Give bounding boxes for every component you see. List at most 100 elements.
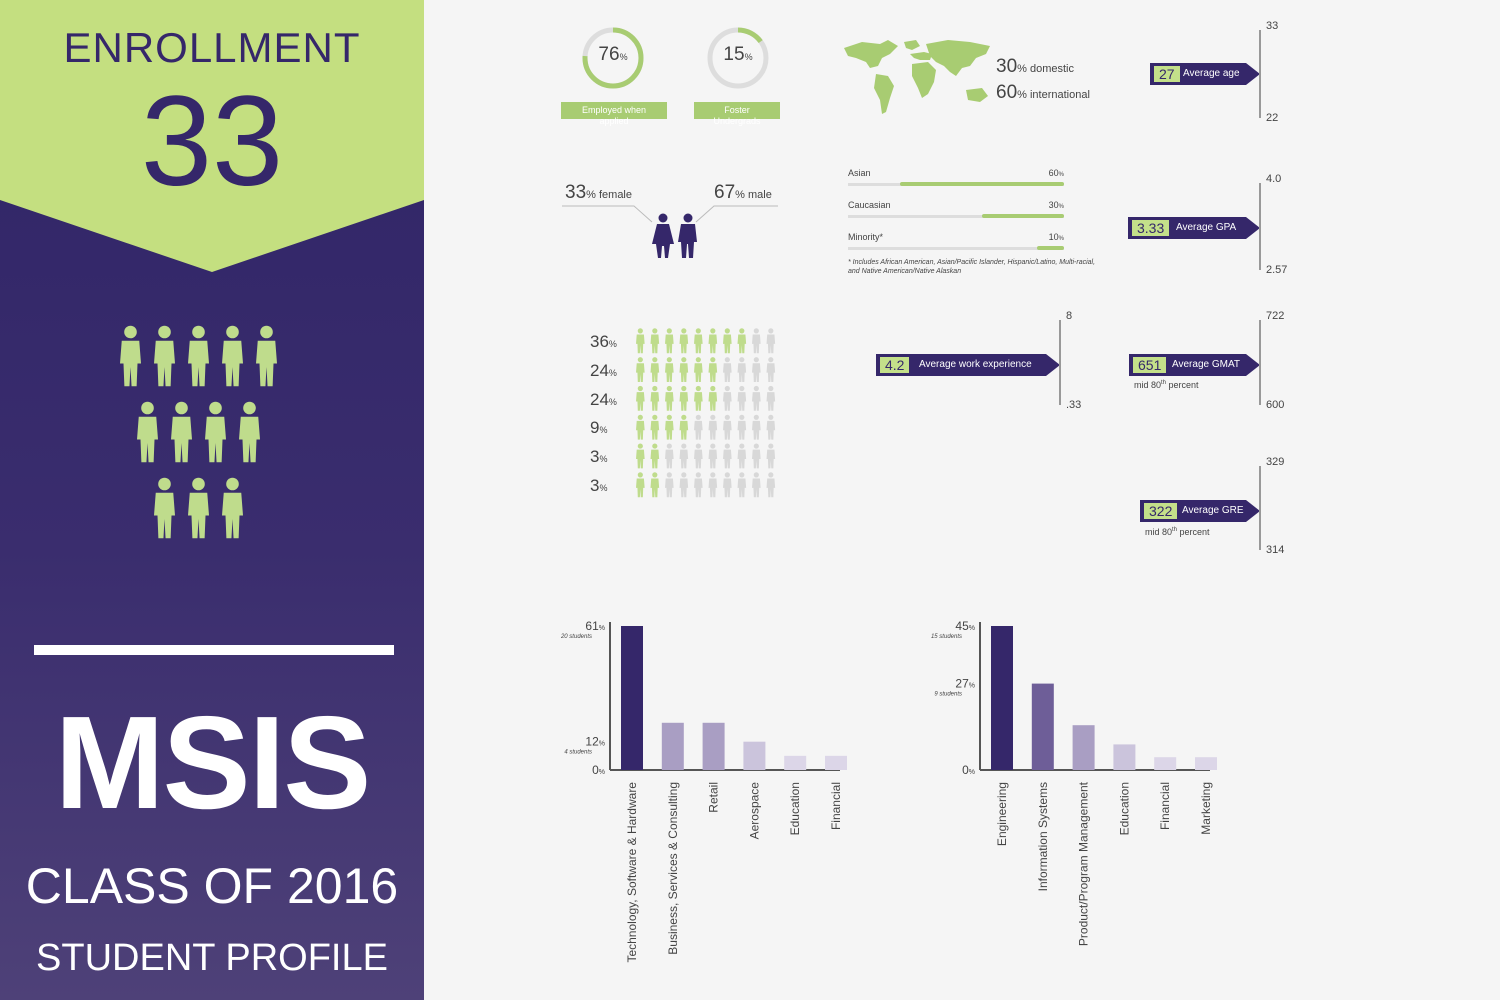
ethnicity-footnote-2: and Native American/Native Alaskan [848, 268, 962, 275]
person-icon [650, 357, 660, 382]
x-tick-label: Education [788, 782, 802, 835]
y-tick-sublabel: 15 students [931, 634, 962, 640]
ethnicity-label: Caucasian [848, 200, 891, 210]
person-icon [752, 414, 761, 440]
ethnicity-label: Asian [848, 168, 871, 178]
program-title: MSIS [54, 689, 372, 836]
pictogram-grid [636, 328, 776, 498]
y-tick-label: 0% [592, 763, 605, 777]
ethnicity-track [848, 215, 1064, 218]
bar [702, 722, 725, 770]
person-icon [766, 443, 776, 469]
person-icon [205, 401, 226, 463]
person-icon [679, 472, 689, 498]
x-tick-label: Financial [829, 782, 843, 830]
left-panel: ENROLLMENT 33 MSIS CLASS OF 2016 STUDENT… [0, 0, 424, 1000]
person-icon [737, 328, 747, 354]
bar [1154, 757, 1177, 770]
domestic-stat: 30% domestic [996, 56, 1074, 77]
y-tick-label: 45% [955, 619, 975, 633]
age-min: 22 [1266, 112, 1279, 124]
person-icon [737, 443, 747, 469]
gmat-max: 722 [1266, 310, 1285, 322]
gpa-label: Average GPA [1176, 222, 1237, 233]
foster-donut [707, 27, 769, 89]
person-icon [723, 328, 732, 354]
x-tick-label: Education [1117, 782, 1131, 835]
x-tick-label: Technology, Software & Hardware [625, 782, 639, 963]
enrollment-figures [120, 325, 277, 539]
enrollment-label: ENROLLMENT [63, 24, 361, 71]
person-icon [679, 443, 689, 469]
person-icon [694, 443, 703, 469]
world-map-icon [844, 40, 990, 114]
person-icon [650, 328, 660, 354]
gmat-value: 651 [1133, 357, 1166, 373]
person-icon [737, 472, 747, 498]
age-pennant: 27 Average age [1150, 63, 1260, 85]
x-tick-label: Retail [707, 782, 721, 813]
bar [661, 722, 684, 770]
ethnicity-value: 30% [1048, 200, 1064, 210]
male-icon [678, 213, 697, 258]
person-icon [665, 414, 674, 440]
person-icon [679, 357, 689, 382]
person-icon [636, 414, 645, 440]
person-icon [665, 443, 674, 469]
person-icon [636, 443, 645, 469]
person-icon [737, 385, 747, 411]
function-bar-chart: 45%15 students 27%9 students 0% Engineering… [931, 619, 1217, 946]
person-icon [723, 414, 732, 440]
pictogram-percent: 36% [590, 332, 617, 351]
person-icon [708, 414, 718, 440]
y-tick-sublabel: 9 students [934, 692, 962, 698]
y-tick-sublabel: 4 students [564, 750, 592, 756]
y-tick-label: 0% [962, 763, 975, 777]
person-icon [752, 443, 761, 469]
bar [784, 755, 807, 770]
gre-min: 314 [1266, 544, 1285, 556]
work-range-line [1059, 320, 1061, 405]
y-tick-label: 27% [955, 677, 975, 691]
pictogram-percent: 3% [590, 476, 608, 495]
female-stat: 33% female [565, 182, 632, 203]
ethnicity-fill [899, 182, 1064, 186]
age-range-line [1259, 30, 1261, 118]
bar [1072, 725, 1095, 770]
ethnicity-fill [981, 214, 1064, 218]
person-icon [766, 357, 776, 382]
bar [825, 755, 847, 770]
bar [743, 741, 766, 770]
person-icon [694, 385, 703, 411]
person-icon [636, 328, 645, 354]
work-max: 8 [1066, 310, 1073, 322]
bar [1113, 744, 1136, 770]
person-icon [766, 385, 776, 411]
gmat-min: 600 [1266, 399, 1285, 411]
person-icon [256, 325, 277, 387]
person-icon [636, 357, 645, 382]
x-tick-label: Engineering [995, 782, 1009, 846]
person-icon [679, 414, 689, 440]
ethnicity-footnote-1: * Includes African American, Asian/Pacif… [848, 259, 1096, 266]
pictogram-percent: 3% [590, 447, 608, 467]
person-icon [154, 325, 175, 387]
person-icon [723, 472, 732, 498]
gpa-max: 4.0 [1266, 173, 1282, 185]
profile-title: STUDENT PROFILE [36, 937, 388, 979]
gmat-range-line [1259, 320, 1261, 405]
person-icon [650, 472, 660, 498]
divider [34, 645, 394, 655]
male-stat: 67% male [714, 182, 772, 203]
person-icon [752, 472, 761, 498]
class-of-title: CLASS OF 2016 [25, 858, 399, 914]
person-icon [665, 385, 674, 411]
person-icon [137, 401, 158, 463]
person-icon [154, 477, 175, 539]
person-icon [723, 443, 732, 469]
person-icon [752, 328, 761, 354]
person-icon [708, 443, 718, 469]
person-icon [737, 414, 747, 440]
person-icon [766, 328, 776, 354]
ethnicity-label: Minority* [848, 232, 884, 242]
